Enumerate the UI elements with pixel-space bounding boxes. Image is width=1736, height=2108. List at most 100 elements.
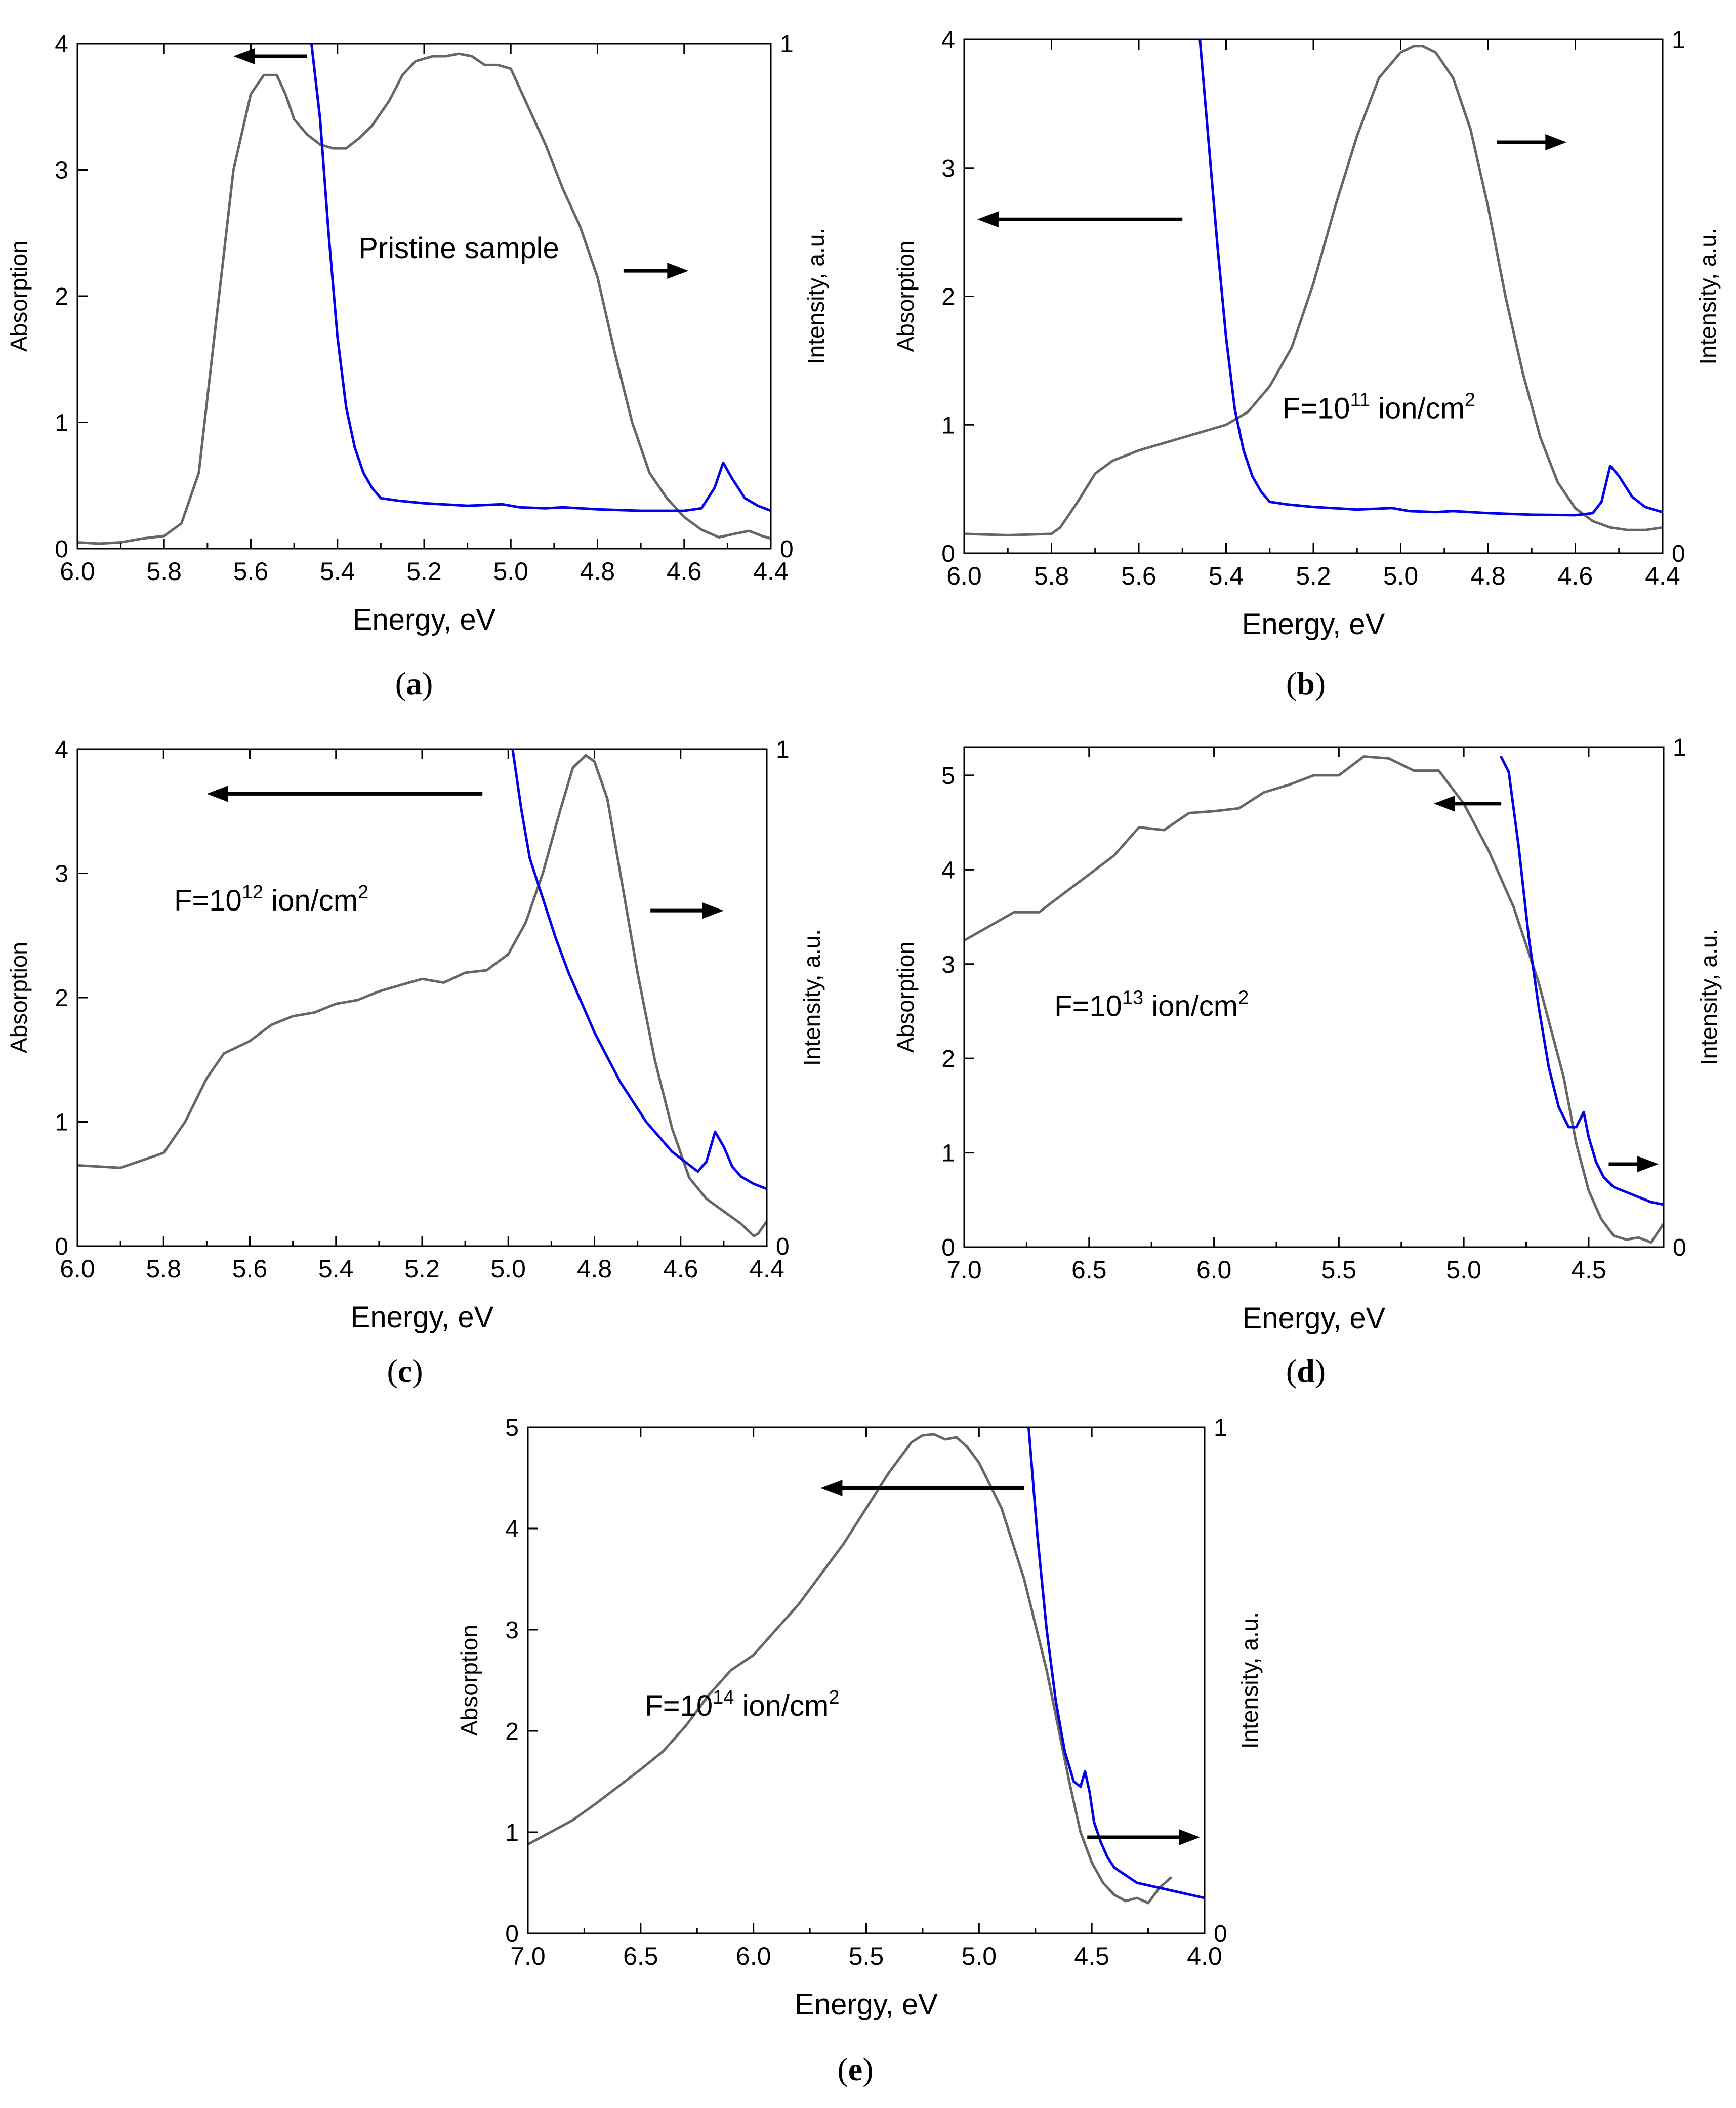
y-tick-label: 4 — [55, 736, 68, 763]
arrow-right-icon — [1545, 134, 1567, 150]
annotation-text: F=10 — [1054, 989, 1122, 1022]
y2-tick-label: 1 — [1214, 1415, 1227, 1441]
fluence-annotation: Pristine sample — [358, 232, 559, 265]
y-tick-label: 1 — [55, 1109, 68, 1136]
x-tick-label: 7.0 — [510, 1942, 546, 1970]
y-tick-label: 1 — [55, 410, 68, 437]
y2-axis-label: Intensity, a.u. — [1236, 1612, 1263, 1749]
y-axis-label: Absorption — [892, 941, 919, 1053]
x-tick-label: 4.8 — [1470, 562, 1506, 590]
x-tick-label: 6.0 — [1196, 1256, 1232, 1284]
y-tick-label: 2 — [941, 284, 955, 311]
y2-tick-label: 1 — [776, 736, 790, 763]
absorption-line-e — [528, 1433, 1172, 1905]
caption-close-paren: ) — [422, 666, 433, 701]
panel-caption: (a) — [395, 666, 433, 701]
x-tick-label: 6.0 — [946, 562, 982, 590]
y-tick-label: 3 — [505, 1617, 519, 1644]
y2-tick-label: 0 — [776, 1233, 790, 1260]
panel-letter: e — [848, 2051, 862, 2087]
x-tick-label: 5.4 — [1209, 562, 1244, 590]
annotation-exponent: 11 — [1350, 390, 1370, 411]
panel-letter: d — [1297, 1353, 1315, 1389]
x-tick-label: 4.5 — [1571, 1256, 1606, 1284]
y-tick-label: 5 — [941, 763, 955, 790]
x-tick-label: 5.0 — [962, 1942, 997, 1970]
x-tick-label: 5.5 — [1321, 1256, 1357, 1284]
y2-tick-label: 0 — [1673, 1234, 1686, 1261]
caption-close-paren: ) — [1315, 1353, 1326, 1389]
x-tick-label: 4.0 — [1187, 1942, 1222, 1970]
arrow-left-icon — [233, 48, 255, 64]
x-axis-label: Energy, eV — [351, 1301, 494, 1334]
x-tick-label: 4.6 — [1558, 562, 1593, 590]
annotation-text: F=10 — [645, 1689, 713, 1722]
y-tick-label: 0 — [941, 541, 955, 567]
y2-tick-label: 0 — [780, 536, 794, 563]
y-axis-label: Absorption — [6, 240, 32, 352]
intensity-line-d — [1500, 756, 1664, 1206]
x-tick-label: 5.4 — [318, 1255, 354, 1283]
arrow-left-icon — [1433, 795, 1455, 812]
x-tick-label: 5.0 — [493, 557, 528, 586]
y-tick-label: 0 — [941, 1234, 955, 1261]
fluence-annotation: F=1011 ion/cm2 — [1283, 390, 1475, 425]
plot-frame — [963, 746, 1665, 1248]
y2-axis-label: Intensity, a.u. — [799, 929, 825, 1066]
x-axis-label: Energy, eV — [1242, 608, 1385, 641]
x-tick-label: 4.8 — [580, 557, 615, 586]
y-axis-label: Absorption — [6, 942, 32, 1053]
x-tick-label: 5.8 — [1034, 562, 1069, 590]
x-tick-label: 4.4 — [749, 1255, 784, 1283]
x-tick-label: 5.8 — [146, 557, 182, 586]
annotation-unit: ion/cm — [263, 884, 358, 917]
y-tick-label: 0 — [505, 1921, 519, 1948]
plot-frame — [527, 1426, 1206, 1934]
y2-tick-label: 1 — [1673, 734, 1686, 761]
intensity-line-c — [511, 749, 767, 1190]
arrow-right-icon — [702, 902, 724, 919]
y-tick-label: 5 — [505, 1415, 519, 1441]
chart-panel-a: 6.0 5.8 5.6 5.4 5.2 5.0 4.8 4.6 4.40123401Energy… — [6, 31, 829, 701]
x-axis-label: Energy, eV — [1243, 1302, 1386, 1335]
fluence-annotation: F=1012 ion/cm2 — [174, 882, 368, 917]
y-tick-label: 2 — [55, 283, 68, 310]
plot-frame — [76, 748, 768, 1247]
y2-tick-label: 1 — [1672, 27, 1685, 54]
absorption-line-b — [964, 45, 1663, 536]
y2-axis-label: Intensity, a.u. — [803, 228, 829, 364]
x-tick-label: 5.2 — [406, 557, 442, 586]
panel-caption: (c) — [387, 1353, 423, 1389]
arrow-right-icon — [1179, 1829, 1201, 1845]
panel-letter: a — [406, 666, 422, 701]
x-axis-label: Energy, eV — [795, 1988, 938, 2021]
fluence-annotation: F=1014 ion/cm2 — [645, 1687, 839, 1722]
caption-open-paren: ( — [387, 1353, 397, 1389]
x-tick-label: 4.4 — [753, 557, 789, 586]
x-tick-label: 5.0 — [490, 1255, 526, 1283]
y-tick-label: 0 — [55, 1233, 68, 1260]
x-tick-label: 6.0 — [60, 1255, 95, 1283]
y-tick-label: 2 — [505, 1718, 519, 1745]
panel-caption: (e) — [837, 2051, 873, 2087]
x-tick-label: 5.6 — [232, 1255, 268, 1283]
x-tick-label: 6.5 — [1071, 1256, 1107, 1284]
plot-frame — [76, 43, 772, 550]
annotation-unit-exponent: 2 — [1465, 390, 1475, 411]
absorption-line-a — [77, 52, 771, 545]
y-tick-label: 4 — [941, 27, 955, 54]
x-tick-label: 4.8 — [577, 1255, 612, 1283]
y-tick-label: 0 — [55, 536, 68, 563]
x-tick-label: 7.0 — [946, 1256, 982, 1284]
y-tick-label: 3 — [55, 861, 68, 888]
y-tick-label: 3 — [941, 155, 955, 182]
x-tick-label: 5.2 — [1296, 562, 1331, 590]
intensity-line-e — [1027, 1427, 1205, 1899]
arrow-right-icon — [1637, 1156, 1659, 1172]
fluence-annotation: F=1013 ion/cm2 — [1054, 987, 1249, 1022]
arrow-left-icon — [821, 1480, 843, 1496]
caption-open-paren: ( — [1286, 666, 1297, 701]
y2-axis-label: Intensity, a.u. — [1696, 929, 1722, 1065]
annotation-unit: ion/cm — [734, 1689, 829, 1722]
caption-open-paren: ( — [1286, 1353, 1297, 1389]
